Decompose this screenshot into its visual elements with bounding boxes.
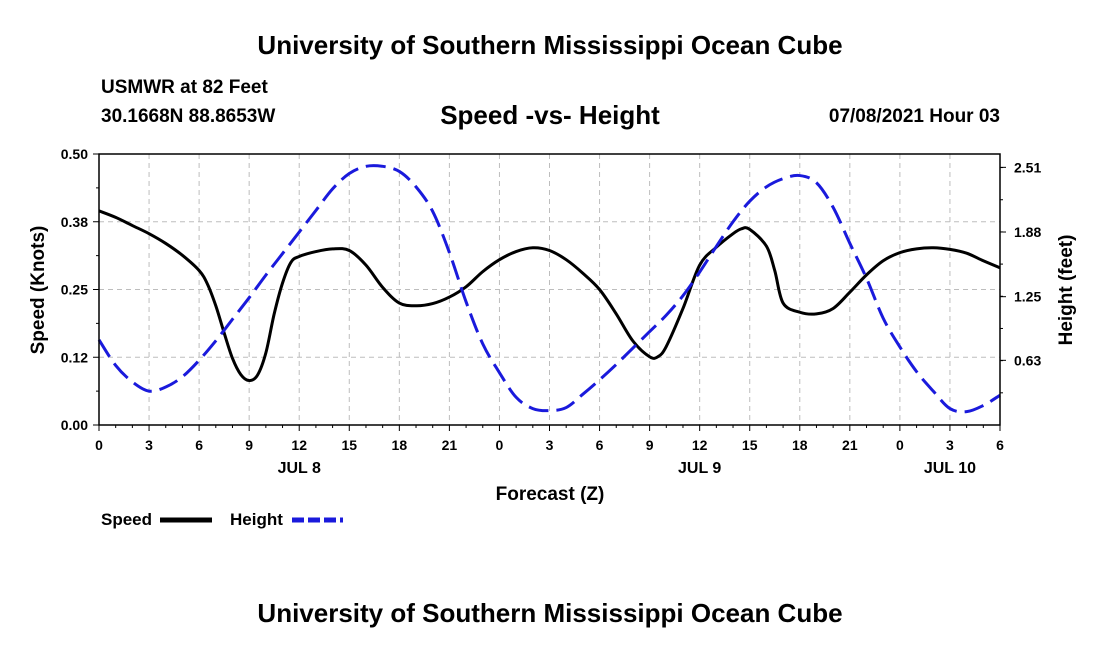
x-tick-label: 21: [442, 437, 458, 453]
y-tick-label: 0.00: [61, 417, 88, 433]
x-day-label: JUL 8: [278, 460, 321, 477]
y-tick-label: 0.25: [61, 282, 88, 298]
y2-tick-label: 1.25: [1014, 289, 1041, 305]
legend: Speed Height: [101, 510, 343, 529]
x-tick-label: 9: [245, 437, 253, 453]
y2-axis-label: Height (feet): [1056, 235, 1077, 346]
legend-label-height: Height: [230, 510, 283, 529]
station-label: USMWR at 82 Feet: [101, 77, 268, 98]
x-tick-label: 6: [195, 437, 203, 453]
y2-tick-label: 2.51: [1014, 159, 1041, 175]
footer-title: University of Southern Mississippi Ocean…: [257, 598, 843, 628]
station-coordinates: 30.1668N 88.8653W: [101, 106, 276, 127]
x-tick-label: 6: [596, 437, 604, 453]
x-tick-label: 12: [692, 437, 708, 453]
axis-layer: 0 3 6 9 12 15 18 21 0 3 6 9 12 15 18 21 0 3 6 JUL 8 JUL 9 JUL…: [61, 146, 1042, 477]
x-day-label: JUL 9: [678, 460, 721, 477]
x-tick-label: 3: [946, 437, 954, 453]
series-line-speed: [98, 209, 1001, 383]
y-tick-label: 0.12: [61, 349, 88, 365]
y2-tick-label: 0.63: [1014, 352, 1041, 368]
x-tick-label: 18: [392, 437, 408, 453]
x-tick-label: 15: [341, 437, 357, 453]
x-tick-label: 12: [291, 437, 307, 453]
legend-label-speed: Speed: [101, 510, 152, 529]
x-axis-label: Forecast (Z): [496, 484, 605, 505]
series-layer: [97, 164, 1001, 414]
x-tick-label: 15: [742, 437, 758, 453]
x-tick-label: 0: [95, 437, 103, 453]
x-day-label: JUL 10: [924, 460, 976, 477]
y2-tick-label: 1.88: [1014, 224, 1041, 240]
x-tick-label: 0: [896, 437, 904, 453]
series-line-height: [97, 164, 1001, 414]
y-axis-label: Speed (Knots): [28, 226, 49, 355]
x-tick-label: 3: [546, 437, 554, 453]
x-tick-label: 21: [842, 437, 858, 453]
chart-subtitle: Speed -vs- Height: [440, 100, 660, 130]
x-tick-label: 18: [792, 437, 808, 453]
x-tick-label: 6: [996, 437, 1004, 453]
forecast-datestamp: 07/08/2021 Hour 03: [828, 106, 1000, 127]
x-tick-label: 0: [496, 437, 504, 453]
y-tick-label: 0.38: [61, 214, 88, 230]
y-tick-label: 0.50: [61, 146, 88, 162]
page-title: University of Southern Mississippi Ocean…: [257, 30, 843, 60]
grid-lines: [99, 154, 1000, 425]
x-tick-label: 9: [646, 437, 654, 453]
x-tick-label: 3: [145, 437, 153, 453]
